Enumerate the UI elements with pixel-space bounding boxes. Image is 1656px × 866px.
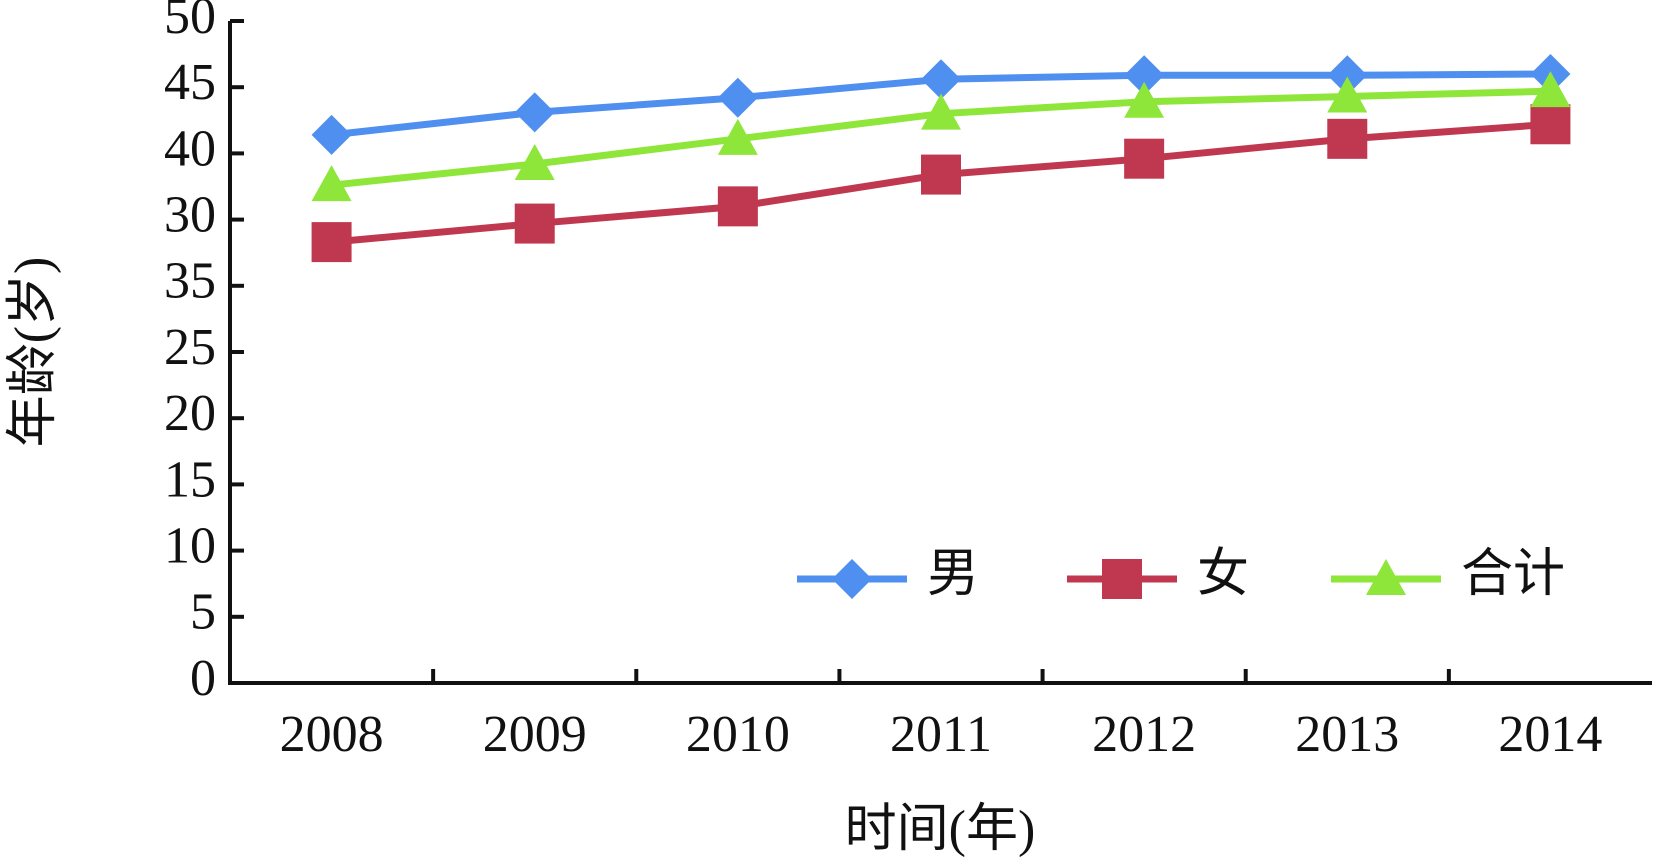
marker xyxy=(1124,138,1165,179)
legend-label: 合计 xyxy=(1461,546,1565,603)
y-tick-label: 20 xyxy=(164,385,216,442)
marker xyxy=(717,118,758,155)
marker xyxy=(514,203,555,244)
y-tick-label: 10 xyxy=(164,518,216,575)
marker xyxy=(717,77,758,118)
marker xyxy=(1124,55,1165,96)
marker xyxy=(1530,104,1571,145)
marker xyxy=(1327,118,1368,159)
marker xyxy=(1366,559,1406,595)
y-tick-label: 45 xyxy=(164,54,216,111)
marker xyxy=(311,165,352,202)
x-tick-label: 2011 xyxy=(890,706,992,763)
marker xyxy=(514,92,555,133)
marker xyxy=(832,559,872,599)
y-tick-label: 35 xyxy=(164,253,216,310)
legend-label: 女 xyxy=(1197,546,1249,603)
marker xyxy=(921,59,961,100)
y-tick-label: 0 xyxy=(190,650,216,707)
legend-label: 男 xyxy=(927,546,979,603)
marker xyxy=(921,154,961,195)
marker xyxy=(1327,55,1368,96)
y-tick-label: 25 xyxy=(164,319,216,376)
x-tick-label: 2010 xyxy=(686,706,790,763)
y-tick-label: 5 xyxy=(190,584,216,641)
marker xyxy=(1530,71,1571,108)
marker xyxy=(1124,81,1165,118)
marker xyxy=(921,93,961,130)
x-tick-label: 2013 xyxy=(1295,706,1399,763)
marker xyxy=(1102,559,1142,599)
y-axis-title: 年龄(岁) xyxy=(5,257,62,448)
marker xyxy=(1327,76,1368,113)
marker xyxy=(514,143,555,180)
y-tick-label: 30 xyxy=(164,187,216,244)
marker xyxy=(311,114,352,155)
x-axis-title: 时间(年) xyxy=(845,801,1036,858)
x-tick-label: 2008 xyxy=(280,706,384,763)
y-tick-label: 40 xyxy=(164,120,216,177)
marker xyxy=(717,186,758,227)
x-tick-label: 2014 xyxy=(1498,706,1602,763)
marker xyxy=(311,222,352,263)
x-tick-label: 2012 xyxy=(1092,706,1196,763)
y-tick-label: 50 xyxy=(164,0,216,45)
x-tick-label: 2009 xyxy=(483,706,587,763)
y-tick-label: 15 xyxy=(164,451,216,508)
